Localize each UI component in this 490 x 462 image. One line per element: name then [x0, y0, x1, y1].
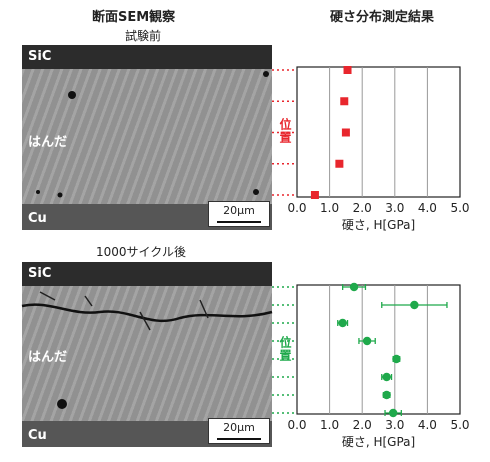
data-point [310, 191, 319, 199]
x-tick-label: 3.0 [385, 201, 404, 215]
plot-frame [296, 284, 461, 415]
data-point [338, 318, 347, 328]
crack-branch [39, 291, 209, 331]
solder-label: はんだ [28, 135, 68, 150]
data-point [410, 300, 419, 310]
plot-frame [296, 66, 461, 198]
sem-image-before: SiC はんだ Cu 20μm [22, 45, 272, 230]
position-label-before: 位置 [278, 118, 292, 144]
data-point [362, 336, 372, 346]
sic-layer [22, 262, 272, 286]
crack-line [21, 303, 273, 323]
data-point [382, 372, 391, 382]
right-heading: 硬さ分布測定結果 [330, 10, 435, 25]
data-point [349, 282, 359, 292]
solder-layer [22, 69, 272, 204]
data-point [382, 390, 391, 400]
chart-before: 0.0 1.0 2.0 3.0 4.0 5.0 硬さ, H[GPa] [272, 66, 470, 232]
void-mark [263, 71, 269, 77]
scale-bar: 20μm [208, 201, 270, 227]
scale-line [217, 221, 261, 223]
sic-label: SiC [28, 49, 52, 64]
cu-label: Cu [28, 428, 47, 443]
solder-label: はんだ [28, 350, 68, 365]
scale-label: 20μm [223, 204, 255, 217]
cu-label: Cu [28, 211, 47, 226]
data-point [343, 66, 352, 74]
scale-bar: 20μm [208, 418, 270, 444]
x-axis-label: 硬さ, H[GPa] [342, 435, 415, 449]
data-point [335, 159, 344, 168]
x-tick-label: 0.0 [287, 201, 306, 215]
sem-decor-after [21, 291, 273, 409]
void-mark [36, 190, 40, 194]
left-heading: 断面SEM観察 [92, 10, 176, 25]
data-point [341, 128, 350, 137]
void-mark [57, 192, 63, 198]
x-tick-label: 4.0 [418, 201, 437, 215]
x-tick-label: 2.0 [353, 201, 372, 215]
sic-label: SiC [28, 266, 52, 281]
chart-after: 0.0 1.0 2.0 3.0 4.0 5.0 硬さ, H[GPa] [272, 282, 470, 449]
x-tick-label: 4.0 [418, 418, 437, 432]
data-point [340, 97, 349, 106]
x-tick-label: 1.0 [320, 418, 339, 432]
sic-layer [22, 45, 272, 69]
data-point [392, 354, 401, 364]
x-tick-label: 2.0 [353, 418, 372, 432]
after-heading: 1000サイクル後 [96, 245, 186, 259]
void-mark [68, 91, 76, 99]
x-axis-label: 硬さ, H[GPa] [342, 218, 415, 232]
x-tick-label: 1.0 [320, 201, 339, 215]
scale-line [217, 438, 261, 440]
scale-label: 20μm [223, 421, 255, 434]
x-tick-label: 5.0 [450, 418, 469, 432]
x-tick-label: 3.0 [385, 418, 404, 432]
before-heading: 試験前 [125, 29, 162, 43]
void-mark [253, 189, 259, 195]
x-tick-label: 0.0 [287, 418, 306, 432]
void-mark [57, 399, 67, 409]
data-point [388, 408, 398, 418]
x-tick-label: 5.0 [450, 201, 469, 215]
sem-image-after: SiC はんだ Cu 20μm [22, 262, 272, 447]
sem-decor-before [36, 71, 269, 198]
position-label-after: 位置 [278, 336, 292, 362]
